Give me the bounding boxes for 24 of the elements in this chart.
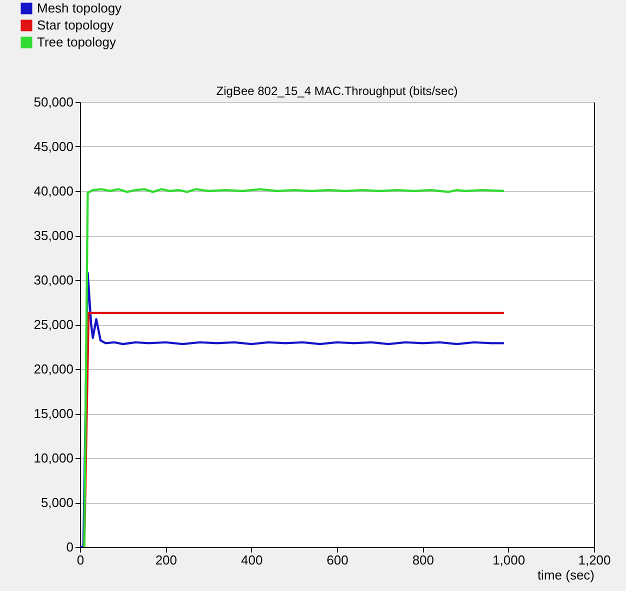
y-tick-label: 0: [66, 540, 74, 554]
x-tick-label: 1,200: [578, 552, 611, 568]
y-tick-label: 40,000: [34, 184, 74, 198]
y-tick-label: 25,000: [34, 317, 74, 332]
x-axis-title: time (sec): [537, 568, 594, 582]
y-tick-label: 10,000: [34, 450, 74, 466]
line-series: [83, 188, 506, 547]
y-tick-label: 50,000: [34, 94, 74, 110]
y-tick-label: 15,000: [34, 406, 74, 421]
x-tick-label: 800: [412, 552, 434, 568]
y-tick-label: 30,000: [34, 272, 74, 288]
chart-title: ZigBee 802_15_4 MAC.Throughput (bits/sec): [216, 84, 458, 98]
x-tick-label: 200: [155, 552, 178, 568]
legend-label: Tree topology: [37, 34, 117, 50]
x-tick-label: 600: [326, 552, 348, 568]
x-tick-label: 1,000: [492, 552, 526, 568]
y-tick-label: 20,000: [34, 362, 74, 376]
legend-label: Star topology: [37, 18, 114, 32]
x-tick-label: 0: [76, 552, 84, 568]
y-tick-label: 35,000: [34, 228, 74, 243]
legend-label: Mesh topology: [37, 0, 122, 16]
y-tick-label: 5,000: [40, 495, 74, 510]
x-tick-label: 400: [240, 552, 263, 568]
y-tick-label: 45,000: [34, 139, 74, 154]
